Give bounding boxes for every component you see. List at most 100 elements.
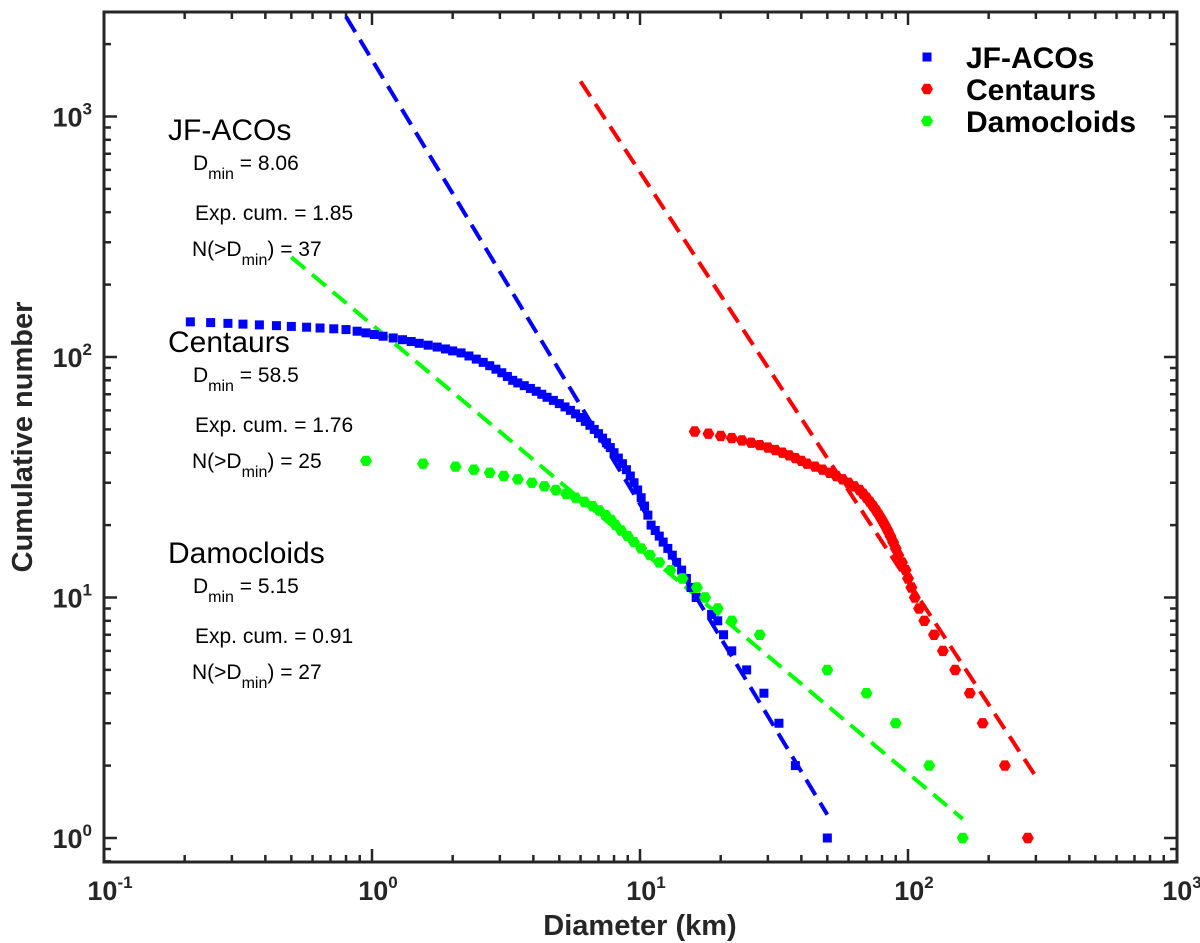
- data-point: [998, 760, 1011, 771]
- data-point: [423, 340, 433, 350]
- data-point: [860, 688, 873, 699]
- data-point: [576, 413, 586, 423]
- data-point: [629, 478, 639, 488]
- legend-label-damocloids: Damocloids: [966, 106, 1136, 139]
- data-point: [918, 615, 931, 626]
- data-point: [621, 465, 631, 475]
- data-point: [432, 342, 442, 352]
- data-point: [569, 492, 582, 503]
- legend-label-centaurs: Centaurs: [966, 74, 1096, 107]
- data-point: [617, 459, 627, 469]
- data-point: [538, 481, 551, 492]
- data-point: [719, 630, 729, 640]
- data-point: [822, 833, 832, 843]
- data-point: [560, 402, 570, 412]
- series-centaurs: [688, 426, 1034, 844]
- data-point: [554, 399, 564, 409]
- data-point: [707, 609, 717, 619]
- data-point: [713, 616, 723, 626]
- data-point: [905, 582, 918, 593]
- y-tick-label: 100: [52, 821, 92, 854]
- data-point: [406, 336, 416, 346]
- data-point: [643, 510, 653, 520]
- data-point: [976, 718, 989, 729]
- data-point: [508, 375, 518, 385]
- x-tick-label: 102: [894, 873, 934, 906]
- data-point: [928, 629, 940, 640]
- plot-frame: [102, 10, 1179, 864]
- data-point: [464, 351, 474, 361]
- tick-labels: 10-1 100 101 102 103 100 101 102 103: [52, 100, 1200, 907]
- data-point: [609, 448, 619, 458]
- data-point: [735, 435, 748, 446]
- data-point: [497, 470, 510, 482]
- data-point: [714, 430, 727, 442]
- data-point: [628, 536, 640, 548]
- data-point: [691, 593, 701, 602]
- data-point: [440, 344, 450, 354]
- annotation-cen: Centaurs Dmin = 58.5 Exp. cum. = 1.76 N(>Dm…: [168, 326, 353, 481]
- y-tick-label: 102: [52, 340, 92, 373]
- data-point: [753, 629, 766, 640]
- data-point: [676, 573, 689, 584]
- data-point: [956, 832, 969, 844]
- data-point: [360, 455, 372, 466]
- annotation-exp-cum: Exp. cum. = 0.91: [195, 625, 353, 648]
- data-point: [727, 646, 737, 656]
- data-point: [774, 718, 784, 728]
- data-point: [605, 443, 615, 453]
- data-point: [580, 416, 590, 426]
- data-point: [513, 378, 523, 388]
- data-point: [478, 357, 488, 367]
- annotation-title: Damocloids: [168, 537, 325, 570]
- data-point: [949, 664, 962, 676]
- data-point: [923, 760, 936, 771]
- annotation-dmin: Dmin = 5.15: [193, 575, 299, 606]
- data-point: [650, 525, 660, 535]
- data-point: [667, 550, 677, 560]
- data-point: [725, 432, 738, 444]
- data-point: [625, 471, 635, 481]
- data-point: [663, 543, 673, 553]
- data-point: [646, 520, 656, 530]
- data-point: [315, 323, 325, 333]
- legend-marker-damocloids: [921, 115, 933, 127]
- data-point: [302, 322, 312, 332]
- data-point: [491, 364, 501, 374]
- data-point: [329, 324, 339, 334]
- data-point: [456, 348, 466, 358]
- x-tick-label: 103: [1162, 873, 1200, 906]
- data-point: [899, 564, 912, 576]
- data-point: [369, 330, 379, 340]
- data-point: [223, 318, 233, 328]
- data-point: [497, 368, 507, 378]
- data-point: [633, 485, 643, 495]
- data-point: [702, 428, 715, 439]
- data-point: [286, 321, 296, 331]
- data-point: [448, 346, 458, 356]
- data-point: [525, 383, 535, 393]
- data-point: [889, 718, 902, 729]
- data-point: [963, 688, 976, 699]
- data-point: [636, 493, 646, 503]
- data-point: [1021, 832, 1034, 844]
- data-point: [417, 458, 429, 469]
- annotation-n-count: N(>Dmin) = 25: [192, 450, 322, 481]
- data-point: [271, 321, 281, 331]
- data-point: [542, 392, 552, 402]
- data-point: [725, 615, 738, 626]
- annotation-dmin: Dmin = 8.06: [193, 152, 299, 183]
- data-point: [640, 501, 650, 511]
- data-point: [511, 474, 524, 485]
- data-point: [519, 381, 529, 391]
- data-point: [790, 761, 800, 771]
- data-point: [565, 405, 575, 415]
- data-point: [525, 477, 538, 488]
- data-point: [398, 335, 408, 345]
- data-point: [502, 371, 512, 381]
- data-point: [352, 326, 362, 336]
- data-point: [598, 433, 608, 443]
